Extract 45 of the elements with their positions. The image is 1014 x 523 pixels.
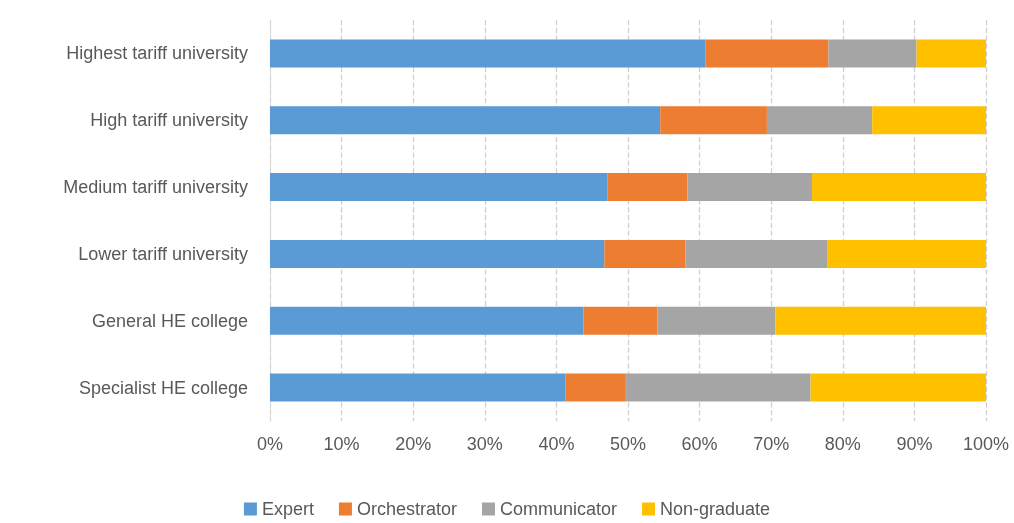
x-tick-label: 20% [395, 434, 432, 454]
y-tick-label: Medium tariff university [63, 177, 248, 198]
bar [810, 373, 986, 402]
y-tick-label: Highest tariff university [66, 43, 248, 64]
bar [270, 306, 584, 335]
x-tick-label: 80% [824, 434, 861, 454]
bar [657, 306, 776, 335]
x-tick-label: 30% [466, 434, 503, 454]
x-tick-label: 50% [609, 434, 647, 454]
bar [827, 239, 986, 268]
legend-label: Expert [261, 499, 314, 519]
y-tick-label: Specialist HE college [78, 377, 248, 398]
bar [607, 173, 688, 202]
x-tick-label: 0% [256, 434, 284, 454]
x-tick-label: 70% [753, 434, 790, 454]
bar [583, 306, 658, 335]
bar [828, 39, 917, 68]
x-tick-label: 60% [681, 434, 718, 454]
bar [872, 106, 986, 135]
bar [660, 106, 767, 135]
bar [270, 106, 661, 135]
bar [625, 373, 811, 402]
legend-label: Orchestrator [356, 499, 457, 519]
bar [270, 39, 706, 68]
bar [812, 173, 986, 202]
bar [270, 173, 608, 202]
legend-label: Non-graduate [660, 499, 771, 519]
bar [270, 239, 605, 268]
y-tick-label: Lower tariff university [78, 243, 248, 264]
x-tick-label: 10% [323, 434, 360, 454]
bar [604, 239, 686, 268]
bar [766, 106, 873, 135]
bar [916, 39, 986, 68]
bar [687, 173, 813, 202]
x-tick-label: 40% [538, 434, 575, 454]
y-tick-label: General HE college [91, 310, 248, 331]
bar [565, 373, 626, 402]
bar [705, 39, 829, 68]
bar [775, 306, 986, 335]
x-tick-label: 90% [896, 434, 933, 454]
bar [270, 373, 566, 402]
y-tick-label: High tariff university [90, 110, 248, 131]
bar [685, 239, 828, 268]
legend-label: Communicator [499, 499, 618, 519]
x-tick-label: 100% [962, 434, 1010, 454]
